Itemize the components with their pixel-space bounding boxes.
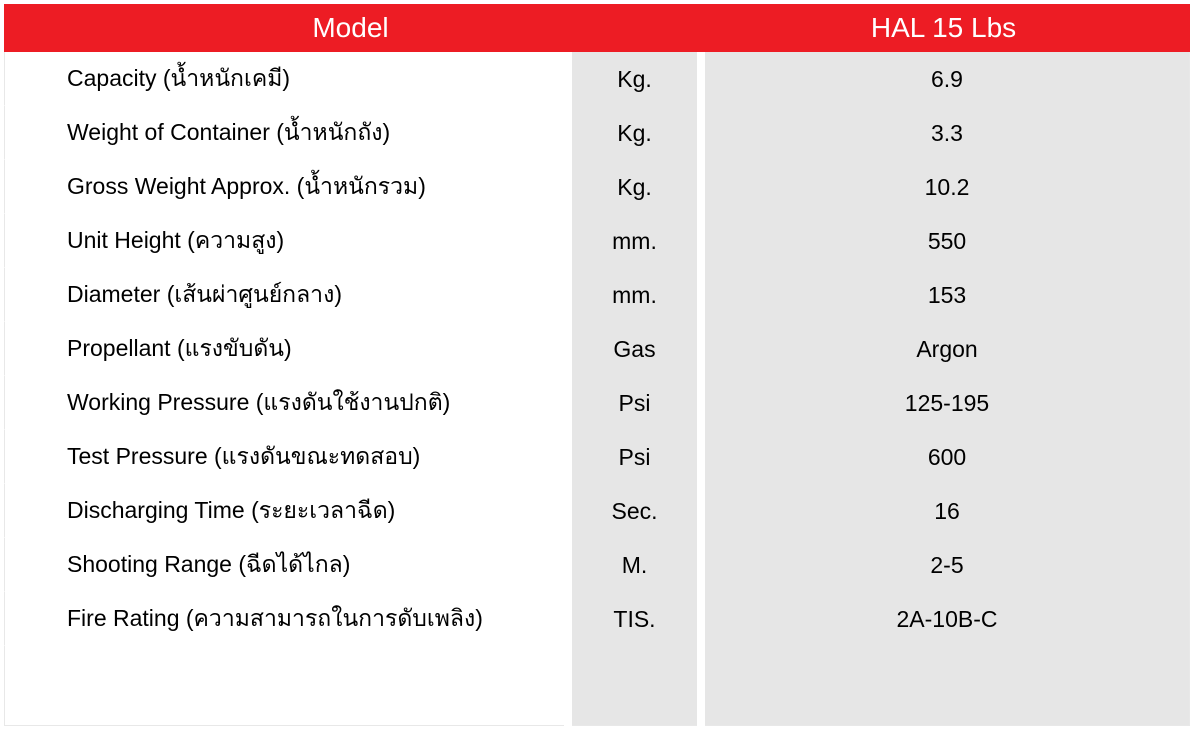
spec-value: 125-195	[705, 376, 1190, 430]
gap	[697, 268, 705, 322]
gap	[564, 538, 572, 592]
gap	[564, 376, 572, 430]
header-model: Model	[4, 4, 697, 52]
spec-label: Fire Rating (ความสามารถในการดับเพลิง)	[4, 592, 564, 646]
gap	[697, 430, 705, 484]
gap	[697, 376, 705, 430]
gap	[697, 322, 705, 376]
table-row: Shooting Range (ฉีดได้ไกล) M. 2-5	[4, 538, 1190, 592]
gap	[697, 106, 705, 160]
table-row: Discharging Time (ระยะเวลาฉีด) Sec. 16	[4, 484, 1190, 538]
gap	[697, 52, 705, 106]
spec-value: 2A-10B-C	[705, 592, 1190, 646]
table-row: Capacity (น้ำหนักเคมี) Kg. 6.9	[4, 52, 1190, 106]
spec-unit: Psi	[572, 430, 697, 484]
table-row: Gross Weight Approx. (น้ำหนักรวม) Kg. 10…	[4, 160, 1190, 214]
spec-unit: Sec.	[572, 484, 697, 538]
table-header-row: Model HAL 15 Lbs	[4, 4, 1190, 52]
spec-value: 2-5	[705, 538, 1190, 592]
gap	[564, 646, 572, 726]
gap	[564, 484, 572, 538]
gap	[564, 106, 572, 160]
gap	[697, 214, 705, 268]
spec-unit: Psi	[572, 376, 697, 430]
spec-table: Model HAL 15 Lbs Capacity (น้ำหนักเคมี) …	[4, 4, 1190, 726]
spec-value-empty	[705, 646, 1190, 726]
spec-value: 3.3	[705, 106, 1190, 160]
table-row: Test Pressure (แรงดันขณะทดสอบ) Psi 600	[4, 430, 1190, 484]
spec-unit: Gas	[572, 322, 697, 376]
spec-unit-empty	[572, 646, 697, 726]
table-row: Weight of Container (น้ำหนักถัง) Kg. 3.3	[4, 106, 1190, 160]
gap	[697, 592, 705, 646]
spec-unit: mm.	[572, 268, 697, 322]
gap	[697, 646, 705, 726]
gap	[564, 430, 572, 484]
gap	[564, 214, 572, 268]
spec-value: 10.2	[705, 160, 1190, 214]
spec-label: Gross Weight Approx. (น้ำหนักรวม)	[4, 160, 564, 214]
spec-unit: mm.	[572, 214, 697, 268]
gap	[564, 592, 572, 646]
spec-label: Unit Height (ความสูง)	[4, 214, 564, 268]
gap	[564, 160, 572, 214]
gap	[564, 52, 572, 106]
table-row: Unit Height (ความสูง) mm. 550	[4, 214, 1190, 268]
spec-label: Working Pressure (แรงดันใช้งานปกติ)	[4, 376, 564, 430]
gap	[697, 160, 705, 214]
spec-label: Weight of Container (น้ำหนักถัง)	[4, 106, 564, 160]
spec-value: Argon	[705, 322, 1190, 376]
table-row-pad	[4, 646, 1190, 726]
spec-unit: Kg.	[572, 106, 697, 160]
table-body: Capacity (น้ำหนักเคมี) Kg. 6.9 Weight of…	[4, 52, 1190, 726]
spec-label: Discharging Time (ระยะเวลาฉีด)	[4, 484, 564, 538]
table-row: Diameter (เส้นผ่าศูนย์กลาง) mm. 153	[4, 268, 1190, 322]
spec-unit: M.	[572, 538, 697, 592]
spec-label: Diameter (เส้นผ่าศูนย์กลาง)	[4, 268, 564, 322]
table-row: Fire Rating (ความสามารถในการดับเพลิง) TI…	[4, 592, 1190, 646]
spec-value: 6.9	[705, 52, 1190, 106]
spec-label: Test Pressure (แรงดันขณะทดสอบ)	[4, 430, 564, 484]
spec-label-empty	[4, 646, 564, 726]
spec-value: 600	[705, 430, 1190, 484]
spec-unit: Kg.	[572, 52, 697, 106]
spec-label: Shooting Range (ฉีดได้ไกล)	[4, 538, 564, 592]
spec-value: 550	[705, 214, 1190, 268]
spec-unit: Kg.	[572, 160, 697, 214]
spec-label: Capacity (น้ำหนักเคมี)	[4, 52, 564, 106]
spec-value: 153	[705, 268, 1190, 322]
table-row: Working Pressure (แรงดันใช้งานปกติ) Psi …	[4, 376, 1190, 430]
gap	[697, 484, 705, 538]
gap	[697, 538, 705, 592]
spec-unit: TIS.	[572, 592, 697, 646]
header-value: HAL 15 Lbs	[697, 4, 1190, 52]
gap	[564, 268, 572, 322]
gap	[564, 322, 572, 376]
spec-value: 16	[705, 484, 1190, 538]
table-row: Propellant (แรงขับดัน) Gas Argon	[4, 322, 1190, 376]
spec-label: Propellant (แรงขับดัน)	[4, 322, 564, 376]
